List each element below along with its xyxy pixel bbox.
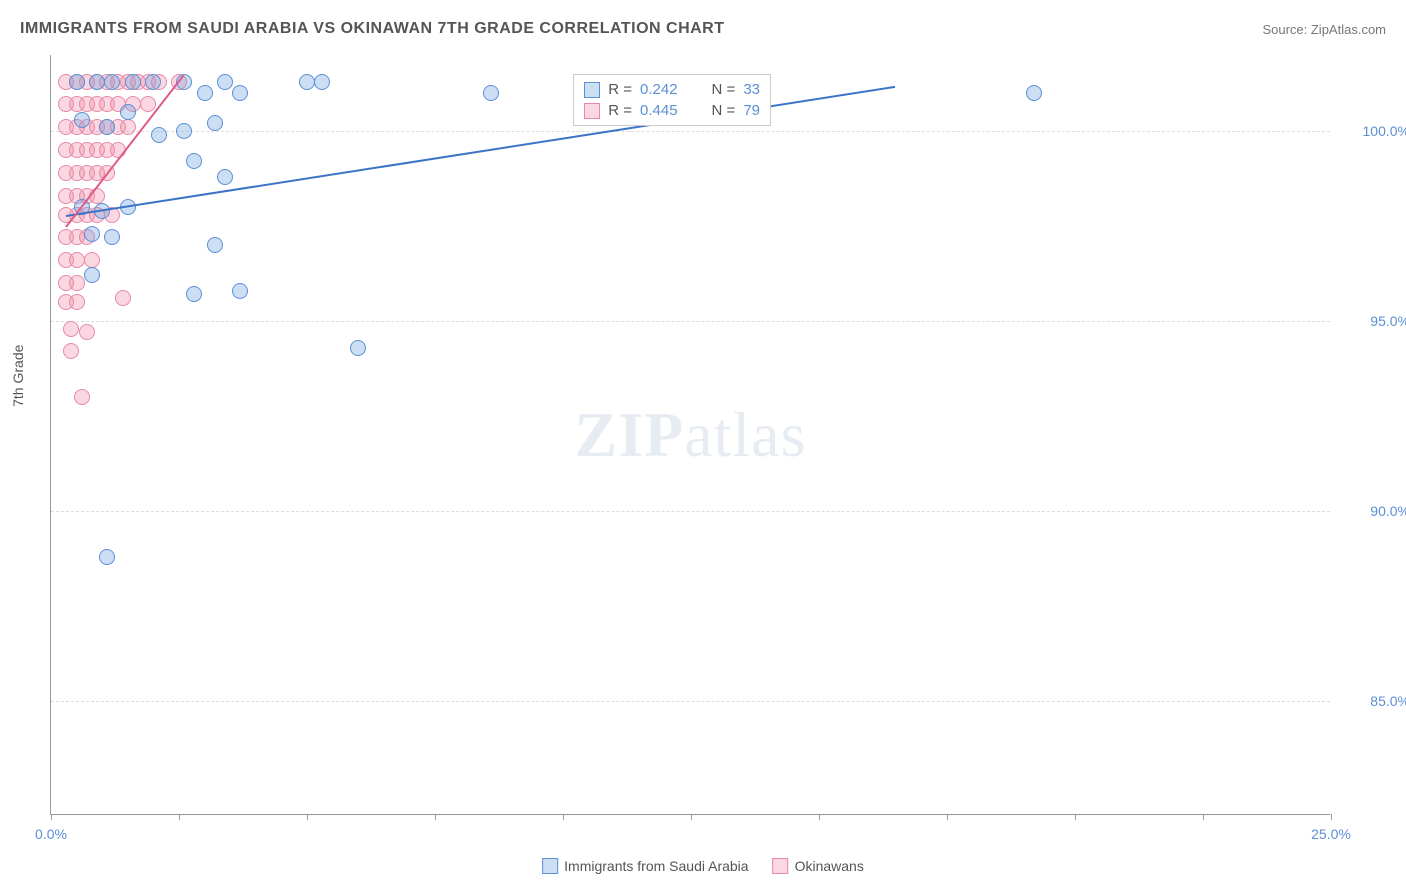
data-point-series2: [63, 321, 79, 337]
data-point-series1: [89, 74, 105, 90]
gridline: [51, 511, 1330, 512]
data-point-series1: [1026, 85, 1042, 101]
data-point-series1: [84, 226, 100, 242]
data-point-series1: [104, 229, 120, 245]
watermark: ZIPatlas: [575, 398, 807, 472]
data-point-series1: [125, 74, 141, 90]
data-point-series1: [74, 112, 90, 128]
gridline: [51, 131, 1330, 132]
data-point-series1: [483, 85, 499, 101]
trend-line: [66, 85, 896, 216]
x-tick: [691, 814, 692, 820]
data-point-series2: [120, 119, 136, 135]
data-point-series1: [99, 549, 115, 565]
legend-swatch: [542, 858, 558, 874]
data-point-series1: [145, 74, 161, 90]
n-label: N =: [712, 102, 736, 119]
data-point-series1: [151, 127, 167, 143]
plot-area: ZIPatlas 85.0%90.0%95.0%100.0%0.0%25.0%R…: [50, 55, 1330, 815]
data-point-series1: [232, 283, 248, 299]
r-label: R =: [608, 102, 632, 119]
x-tick: [307, 814, 308, 820]
y-tick-label: 100.0%: [1340, 123, 1406, 139]
data-point-series1: [217, 74, 233, 90]
legend-swatch: [773, 858, 789, 874]
data-point-series2: [69, 275, 85, 291]
source-label: Source: ZipAtlas.com: [1262, 22, 1386, 37]
legend-item: Immigrants from Saudi Arabia: [542, 858, 748, 874]
y-tick-label: 90.0%: [1340, 503, 1406, 519]
data-point-series1: [207, 115, 223, 131]
data-point-series1: [197, 85, 213, 101]
y-tick-label: 85.0%: [1340, 693, 1406, 709]
r-value: 0.445: [640, 102, 678, 119]
n-value: 79: [743, 102, 760, 119]
data-point-series1: [69, 74, 85, 90]
legend-item: Okinawans: [773, 858, 864, 874]
data-point-series2: [84, 252, 100, 268]
data-point-series1: [186, 286, 202, 302]
data-point-series1: [99, 119, 115, 135]
data-point-series1: [350, 340, 366, 356]
x-tick: [435, 814, 436, 820]
watermark-rest: atlas: [684, 399, 806, 470]
x-tick: [1331, 814, 1332, 820]
x-tick-label: 0.0%: [35, 826, 67, 842]
y-tick-label: 95.0%: [1340, 313, 1406, 329]
correlation-legend: R = 0.242 N = 33 R = 0.445 N = 79: [573, 74, 771, 126]
legend-bottom: Immigrants from Saudi Arabia Okinawans: [542, 858, 864, 874]
data-point-series2: [63, 343, 79, 359]
x-tick: [947, 814, 948, 820]
data-point-series2: [69, 294, 85, 310]
data-point-series1: [207, 237, 223, 253]
chart-title: IMMIGRANTS FROM SAUDI ARABIA VS OKINAWAN…: [20, 20, 725, 38]
x-tick: [819, 814, 820, 820]
correlation-legend-row: R = 0.445 N = 79: [584, 100, 760, 121]
gridline: [51, 321, 1330, 322]
data-point-series1: [104, 74, 120, 90]
legend-swatch: [584, 82, 600, 98]
legend-label: Okinawans: [795, 858, 864, 874]
x-tick: [1203, 814, 1204, 820]
legend-swatch: [584, 103, 600, 119]
r-value: 0.242: [640, 81, 678, 98]
data-point-series1: [84, 267, 100, 283]
data-point-series1: [217, 169, 233, 185]
correlation-legend-row: R = 0.242 N = 33: [584, 79, 760, 100]
n-value: 33: [743, 81, 760, 98]
watermark-bold: ZIP: [575, 399, 685, 470]
data-point-series2: [69, 252, 85, 268]
data-point-series1: [314, 74, 330, 90]
data-point-series2: [115, 290, 131, 306]
x-tick: [51, 814, 52, 820]
data-point-series1: [120, 104, 136, 120]
legend-label: Immigrants from Saudi Arabia: [564, 858, 748, 874]
y-axis-label: 7th Grade: [10, 345, 26, 407]
data-point-series2: [79, 324, 95, 340]
data-point-series1: [186, 153, 202, 169]
x-tick: [179, 814, 180, 820]
x-tick: [1075, 814, 1076, 820]
x-tick: [563, 814, 564, 820]
n-label: N =: [712, 81, 736, 98]
data-point-series1: [176, 123, 192, 139]
data-point-series2: [74, 389, 90, 405]
data-point-series1: [299, 74, 315, 90]
r-label: R =: [608, 81, 632, 98]
x-tick-label: 25.0%: [1311, 826, 1351, 842]
data-point-series1: [232, 85, 248, 101]
gridline: [51, 701, 1330, 702]
